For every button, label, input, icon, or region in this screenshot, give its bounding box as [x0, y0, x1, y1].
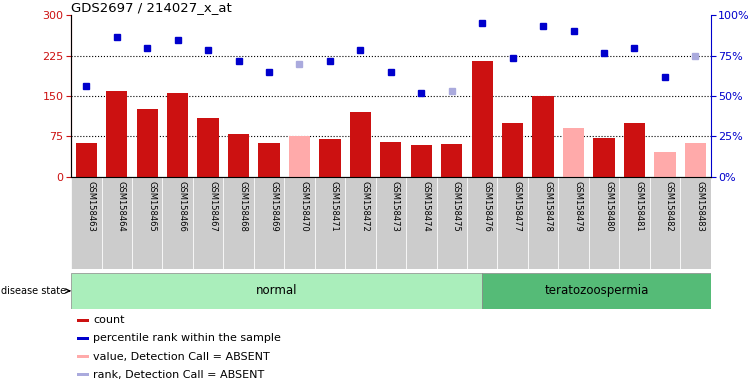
Text: GSM158466: GSM158466 [177, 181, 187, 232]
FancyBboxPatch shape [482, 273, 711, 309]
Bar [319, 139, 340, 177]
Bar [167, 93, 188, 177]
Text: GSM158475: GSM158475 [452, 181, 461, 232]
FancyBboxPatch shape [162, 177, 193, 269]
Text: GSM158474: GSM158474 [421, 181, 430, 232]
Text: GSM158479: GSM158479 [574, 181, 583, 232]
Bar [533, 96, 554, 177]
Bar [289, 136, 310, 177]
Bar [380, 142, 402, 177]
Text: GSM158465: GSM158465 [147, 181, 156, 232]
FancyBboxPatch shape [528, 177, 558, 269]
Text: GSM158482: GSM158482 [665, 181, 674, 232]
Bar [684, 143, 706, 177]
FancyBboxPatch shape [619, 177, 650, 269]
FancyBboxPatch shape [437, 177, 467, 269]
Bar [350, 112, 371, 177]
Text: GSM158463: GSM158463 [86, 181, 95, 232]
FancyBboxPatch shape [193, 177, 224, 269]
FancyBboxPatch shape [284, 177, 315, 269]
Bar [137, 109, 158, 177]
Bar [258, 143, 280, 177]
Bar [411, 146, 432, 177]
FancyBboxPatch shape [71, 273, 482, 309]
Bar [502, 123, 524, 177]
FancyBboxPatch shape [254, 177, 284, 269]
FancyBboxPatch shape [224, 177, 254, 269]
FancyBboxPatch shape [589, 177, 619, 269]
FancyBboxPatch shape [558, 177, 589, 269]
Bar [78, 373, 89, 376]
Text: rank, Detection Call = ABSENT: rank, Detection Call = ABSENT [93, 370, 264, 380]
Bar [441, 144, 462, 177]
FancyBboxPatch shape [650, 177, 680, 269]
Bar [76, 143, 97, 177]
FancyBboxPatch shape [497, 177, 528, 269]
Text: GSM158472: GSM158472 [361, 181, 370, 232]
Text: GDS2697 / 214027_x_at: GDS2697 / 214027_x_at [71, 1, 232, 14]
Text: GSM158468: GSM158468 [239, 181, 248, 232]
FancyBboxPatch shape [345, 177, 375, 269]
Bar [78, 355, 89, 358]
Text: GSM158471: GSM158471 [330, 181, 339, 232]
FancyBboxPatch shape [315, 177, 345, 269]
Text: percentile rank within the sample: percentile rank within the sample [93, 333, 280, 343]
Text: count: count [93, 315, 124, 325]
Text: GSM158478: GSM158478 [543, 181, 552, 232]
Text: GSM158476: GSM158476 [482, 181, 491, 232]
Bar [106, 91, 127, 177]
Text: disease state: disease state [1, 286, 70, 296]
Bar [624, 123, 645, 177]
Text: value, Detection Call = ABSENT: value, Detection Call = ABSENT [93, 352, 270, 362]
FancyBboxPatch shape [71, 177, 102, 269]
Bar [197, 118, 218, 177]
Text: GSM158464: GSM158464 [117, 181, 126, 232]
Bar [471, 61, 493, 177]
FancyBboxPatch shape [680, 177, 711, 269]
Text: GSM158480: GSM158480 [604, 181, 613, 232]
Text: GSM158467: GSM158467 [208, 181, 217, 232]
Text: GSM158481: GSM158481 [634, 181, 643, 232]
FancyBboxPatch shape [102, 177, 132, 269]
Bar [593, 138, 615, 177]
Text: GSM158477: GSM158477 [512, 181, 521, 232]
Text: normal: normal [256, 285, 298, 297]
Bar [563, 128, 584, 177]
Bar [654, 152, 675, 177]
Text: GSM158473: GSM158473 [390, 181, 400, 232]
FancyBboxPatch shape [467, 177, 497, 269]
Bar [228, 134, 249, 177]
Text: GSM158483: GSM158483 [696, 181, 705, 232]
Text: GSM158470: GSM158470 [299, 181, 308, 232]
FancyBboxPatch shape [406, 177, 437, 269]
Text: teratozoospermia: teratozoospermia [545, 285, 649, 297]
FancyBboxPatch shape [132, 177, 162, 269]
Bar [78, 319, 89, 322]
FancyBboxPatch shape [375, 177, 406, 269]
Text: GSM158469: GSM158469 [269, 181, 278, 232]
Bar [78, 337, 89, 340]
